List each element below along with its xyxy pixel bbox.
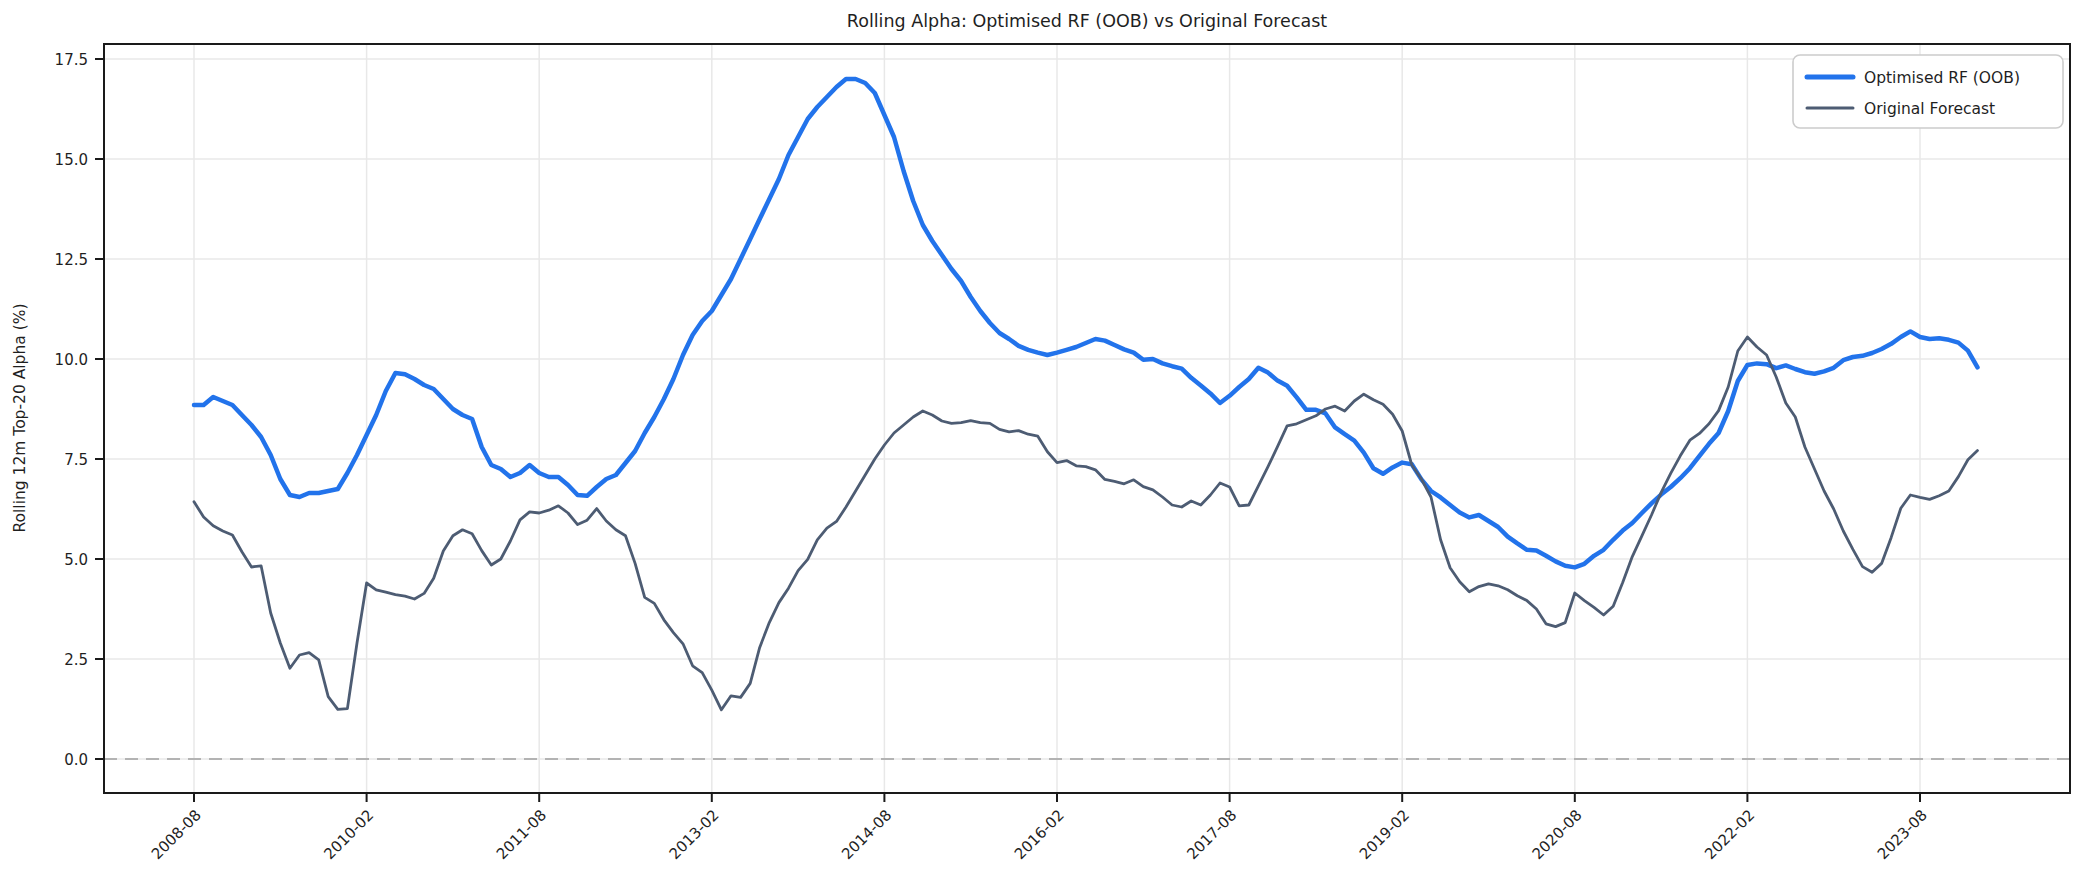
svg-text:2016-02: 2016-02 <box>1011 806 1068 863</box>
svg-text:2.5: 2.5 <box>64 651 88 669</box>
svg-text:2017-08: 2017-08 <box>1183 806 1240 863</box>
line-chart: 0.0 2.5 5.0 7.5 10.0 12.5 15.0 17.5 2008-08 2010-… <box>0 0 2084 884</box>
legend: Optimised RF (OOB) Original Forecast <box>1793 55 2063 128</box>
legend-label-optimised-rf: Optimised RF (OOB) <box>1864 69 2020 87</box>
gridlines <box>104 44 2070 793</box>
chart-figure: 0.0 2.5 5.0 7.5 10.0 12.5 15.0 17.5 2008-08 2010-… <box>0 0 2084 884</box>
svg-text:2011-08: 2011-08 <box>493 806 550 863</box>
svg-text:2019-02: 2019-02 <box>1356 806 1413 863</box>
chart-title: Rolling Alpha: Optimised RF (OOB) vs Ori… <box>847 11 1328 31</box>
svg-text:2013-02: 2013-02 <box>666 806 723 863</box>
svg-text:2023-08: 2023-08 <box>1874 806 1931 863</box>
svg-text:12.5: 12.5 <box>55 251 88 269</box>
svg-text:2022-02: 2022-02 <box>1701 806 1758 863</box>
svg-text:2010-02: 2010-02 <box>320 806 377 863</box>
svg-text:2014-08: 2014-08 <box>838 806 895 863</box>
svg-text:15.0: 15.0 <box>55 151 88 169</box>
svg-text:5.0: 5.0 <box>64 551 88 569</box>
svg-text:0.0: 0.0 <box>64 751 88 769</box>
data-series <box>194 79 1978 710</box>
svg-text:7.5: 7.5 <box>64 451 88 469</box>
svg-text:2020-08: 2020-08 <box>1529 806 1586 863</box>
legend-label-original-forecast: Original Forecast <box>1864 100 1995 118</box>
svg-text:2008-08: 2008-08 <box>148 806 205 863</box>
svg-text:10.0: 10.0 <box>55 351 88 369</box>
plot-border <box>104 44 2070 793</box>
y-axis-label: Rolling 12m Top-20 Alpha (%) <box>11 303 29 532</box>
svg-text:17.5: 17.5 <box>55 51 88 69</box>
tick-labels: 0.0 2.5 5.0 7.5 10.0 12.5 15.0 17.5 2008-08 2010-… <box>55 51 1931 864</box>
